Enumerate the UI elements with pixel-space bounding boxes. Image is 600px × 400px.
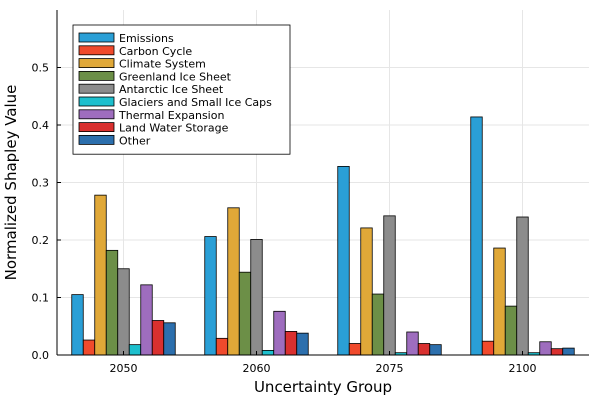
x-tick-label: 2075	[376, 362, 404, 375]
bar-glaciers-and-small-ice-caps-2050	[128, 344, 142, 356]
bar-other-2075	[429, 344, 442, 356]
bar-antarctic-ice-sheet-2050	[117, 268, 130, 356]
bar-other-2060	[296, 332, 309, 356]
bar-emissions-2100	[470, 116, 483, 356]
legend-label: Glaciers and Small Ice Caps	[119, 96, 272, 109]
bar-thermal-expansion-2050	[140, 284, 153, 356]
bar-climate-system-2060	[227, 207, 240, 356]
bar-carbon-cycle-2075	[348, 343, 362, 356]
bar-emissions-2060	[204, 236, 217, 356]
bar-emissions-2075	[337, 165, 350, 356]
x-tick-label: 2100	[509, 362, 537, 375]
legend-label: Emissions	[119, 32, 174, 45]
y-tick-label: 0.2	[32, 234, 50, 247]
y-axis-title: Normalized Shapley Value	[2, 85, 20, 281]
bars	[71, 116, 575, 356]
legend-swatch	[78, 32, 115, 43]
y-tick-label: 0.0	[32, 349, 50, 362]
x-axis-title: Uncertainty Group	[254, 378, 392, 396]
bar-carbon-cycle-2060	[215, 337, 229, 356]
x-tick-label: 2060	[243, 362, 271, 375]
y-tick-label: 0.1	[32, 292, 50, 305]
bar-emissions-2050	[71, 294, 84, 356]
bar-greenland-ice-sheet-2100	[504, 305, 518, 356]
bar-land-water-storage-2100	[550, 348, 564, 356]
bar-carbon-cycle-2050	[82, 339, 96, 356]
legend-swatch	[78, 71, 115, 81]
legend-swatch	[78, 122, 115, 132]
bar-carbon-cycle-2100	[481, 340, 495, 356]
legend-label: Carbon Cycle	[119, 45, 192, 58]
bar-greenland-ice-sheet-2050	[105, 249, 119, 356]
bar-thermal-expansion-2075	[406, 331, 419, 356]
bar-antarctic-ice-sheet-2060	[250, 239, 263, 356]
legend-swatch	[78, 96, 115, 107]
legend-swatch	[78, 45, 115, 56]
bar-land-water-storage-2075	[417, 343, 431, 356]
y-tick-label: 0.3	[32, 177, 50, 190]
legend-label: Thermal Expansion	[118, 109, 224, 122]
legend-swatch	[78, 83, 115, 94]
bar-land-water-storage-2050	[151, 320, 165, 356]
bar-greenland-ice-sheet-2075	[371, 293, 385, 356]
legend-label: Other	[119, 134, 151, 147]
tick-labels: 0.0 0.1 0.2 0.3 0.4 0.5 2050 2060 2075 2100	[32, 62, 537, 376]
legend-swatch	[78, 109, 115, 120]
legend-label: Greenland Ice Sheet	[119, 70, 232, 83]
bar-other-2100	[562, 347, 575, 356]
legend-label: Climate System	[119, 58, 206, 71]
y-tick-label: 0.4	[32, 119, 50, 132]
bar-climate-system-2100	[493, 247, 506, 356]
bar-thermal-expansion-2060	[273, 310, 286, 356]
bar-climate-system-2075	[360, 227, 373, 356]
y-tick-label: 0.5	[32, 62, 50, 75]
bar-antarctic-ice-sheet-2100	[516, 216, 529, 356]
bar-climate-system-2050	[94, 194, 107, 356]
bar-greenland-ice-sheet-2060	[238, 271, 252, 356]
bar-thermal-expansion-2100	[539, 341, 552, 356]
bar-glaciers-and-small-ice-caps-2060	[261, 349, 275, 356]
bar-other-2050	[163, 322, 176, 356]
bar-antarctic-ice-sheet-2075	[383, 215, 396, 356]
bar-land-water-storage-2060	[284, 331, 298, 356]
legend-label: Land Water Storage	[119, 122, 229, 135]
legend-swatch	[78, 58, 115, 68]
legend-label: Antarctic Ice Sheet	[119, 83, 224, 96]
x-tick-label: 2050	[110, 362, 138, 375]
legend-swatch	[78, 134, 115, 145]
